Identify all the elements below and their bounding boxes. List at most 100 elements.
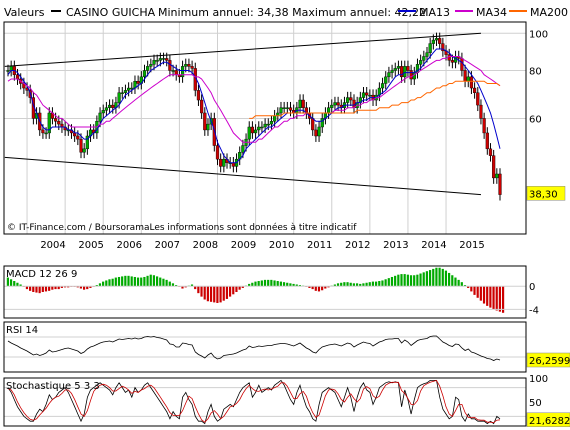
macd-bar: [273, 280, 276, 287]
candle-body: [152, 60, 156, 65]
macd-bar: [41, 286, 44, 292]
trend-line: [4, 32, 481, 67]
candle-body: [269, 121, 274, 125]
macd-bar: [365, 282, 368, 287]
rsi-line: [7, 335, 501, 361]
candle-body: [285, 107, 289, 109]
macd-bar: [286, 282, 289, 287]
candle-body: [301, 99, 305, 108]
macd-bar: [197, 286, 200, 294]
candle-body: [266, 123, 270, 126]
macd-bar: [460, 282, 463, 287]
trend-line: [4, 156, 481, 196]
candle-body: [180, 66, 185, 78]
stoch-last-box: [526, 412, 570, 428]
macd-frame: [3, 265, 527, 319]
macd-bar: [162, 278, 165, 287]
macd-bar: [171, 283, 175, 287]
candle-body: [82, 148, 86, 153]
y-tick-label: 60: [529, 114, 542, 125]
legend-swatch-ma34: [455, 10, 473, 12]
macd-bar: [454, 277, 457, 287]
macd-bar: [270, 279, 273, 287]
macd-bar: [327, 286, 330, 288]
macd-bar: [324, 286, 327, 289]
candle-body: [104, 107, 108, 111]
macd-bar: [82, 286, 86, 290]
stoch-tick-label: 100: [529, 374, 548, 385]
candle-body: [450, 60, 454, 63]
candle-body: [361, 92, 366, 98]
candle-body: [396, 66, 401, 69]
macd-bar: [44, 286, 48, 292]
x-tick-label: 2009: [231, 240, 256, 251]
macd-bar: [175, 285, 178, 287]
legend-swatch-ma200: [509, 10, 527, 12]
candle-body: [466, 76, 470, 82]
macd-bar: [413, 275, 416, 287]
candle-body: [409, 70, 413, 80]
macd-bar: [16, 282, 19, 287]
macd-bar: [54, 286, 57, 290]
macd-bar: [279, 281, 282, 287]
macd-bar: [232, 286, 235, 295]
candle-body: [174, 70, 178, 75]
candle-body: [428, 43, 432, 53]
macd-bar: [362, 283, 365, 287]
macd-bar: [257, 281, 260, 287]
candle-body: [438, 38, 442, 44]
chart-header: Valeurs CASINO GUICHA Minimum annuel: 34…: [4, 6, 568, 19]
macd-bar: [419, 273, 422, 287]
candle-body: [203, 112, 207, 131]
header-minmax: Minimum annuel: 34,38 Maximum annuel: 42…: [158, 6, 426, 19]
candle-body: [365, 92, 369, 96]
macd-bar: [25, 286, 29, 290]
macd-bar: [79, 286, 83, 289]
candle-body: [222, 158, 226, 167]
candle-body: [247, 126, 251, 140]
macd-bar: [425, 271, 428, 287]
ma-line-ma13: [7, 48, 501, 164]
macd-bar: [225, 286, 229, 299]
x-tick-label: 2008: [193, 240, 218, 251]
stoch-line-1: [7, 379, 501, 425]
macd-bar: [346, 282, 349, 287]
candle-body: [298, 99, 302, 108]
macd-bar: [181, 286, 184, 289]
macd-bar: [124, 275, 127, 287]
macd-bar: [267, 279, 270, 287]
candle-body: [380, 83, 385, 89]
macd-bar: [48, 286, 51, 291]
macd-bar: [108, 279, 111, 287]
candle-body: [47, 112, 51, 134]
candle-body: [190, 66, 194, 69]
candle-body: [463, 70, 467, 82]
candle-body: [346, 97, 350, 103]
macd-bar: [251, 282, 254, 287]
candle-body: [311, 118, 315, 131]
macd-bar: [133, 276, 136, 287]
candle-body: [73, 132, 77, 137]
candle-body: [161, 58, 166, 60]
macd-bar: [403, 274, 406, 287]
macd-bar: [228, 286, 232, 297]
macd-bar: [394, 275, 397, 287]
macd-bar: [155, 276, 159, 287]
stochastic-panel: 100 50 Stochastique 5 3 3 21,6282: [3, 374, 570, 428]
candle-body: [231, 162, 235, 167]
candle-body: [212, 118, 216, 146]
x-tick-label: 2007: [155, 240, 180, 251]
candle-body: [41, 129, 45, 134]
macd-bar: [238, 286, 241, 290]
macd-bar: [340, 282, 343, 287]
macd-bar: [143, 276, 146, 287]
candle-body: [15, 74, 20, 80]
candle-body: [57, 121, 61, 125]
macd-bar: [63, 286, 67, 288]
candle-body: [320, 118, 324, 128]
macd-bar: [470, 286, 473, 292]
candle-body: [127, 87, 131, 91]
macd-bar: [219, 286, 222, 303]
macd-bar: [444, 270, 448, 287]
x-tick-label: 2006: [116, 240, 141, 251]
